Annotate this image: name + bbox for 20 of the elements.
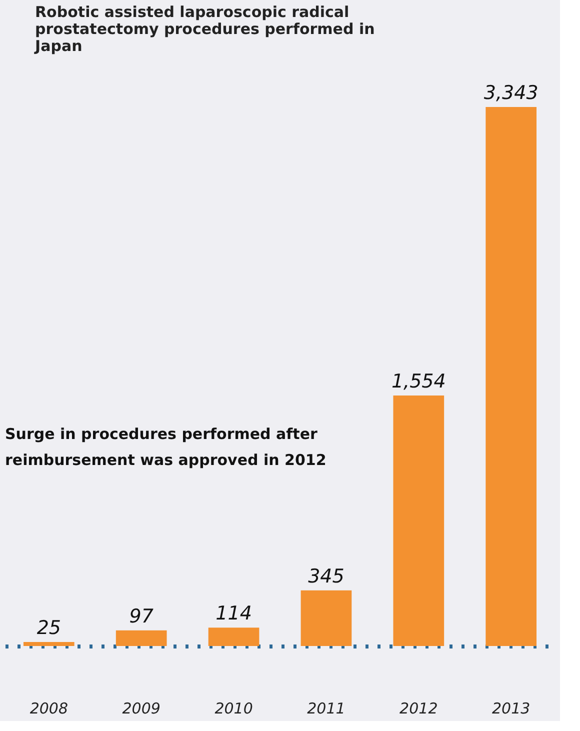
x-tick-label: 2008 bbox=[30, 700, 68, 718]
bar bbox=[300, 590, 352, 646]
x-tick-label: 2010 bbox=[214, 700, 253, 718]
data-label: 1,554 bbox=[391, 370, 446, 392]
data-label: 97 bbox=[129, 605, 154, 628]
bar bbox=[116, 630, 167, 646]
x-tick-label: 2012 bbox=[400, 700, 438, 718]
data-label: 345 bbox=[308, 565, 344, 588]
x-tick-label: 2009 bbox=[122, 700, 160, 718]
x-tick-label: 2011 bbox=[307, 700, 346, 718]
bar bbox=[208, 628, 260, 646]
data-label: 114 bbox=[216, 602, 252, 625]
bar bbox=[23, 642, 74, 646]
data-label: 3,343 bbox=[484, 82, 538, 104]
bar bbox=[393, 395, 444, 646]
annotation: Surge in procedures performed after reimbursement was approved in 2012 bbox=[5, 425, 326, 469]
chart-title: Robotic assisted laparoscopic radical prostatectomy procedures performed in Japan bbox=[34, 3, 375, 55]
bar bbox=[486, 107, 537, 646]
data-label: 25 bbox=[36, 616, 61, 639]
x-tick-label: 2013 bbox=[492, 700, 530, 718]
